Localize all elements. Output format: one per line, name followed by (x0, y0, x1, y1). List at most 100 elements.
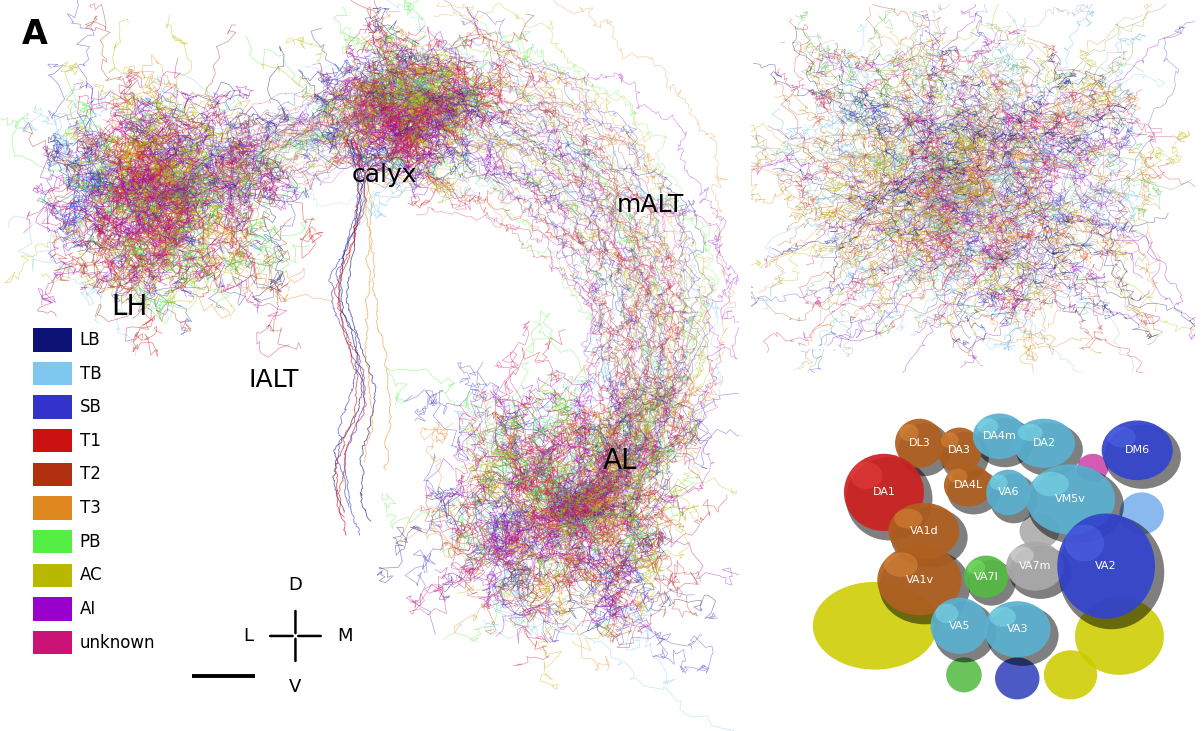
Ellipse shape (1075, 598, 1164, 675)
Text: LB: LB (79, 331, 101, 349)
Ellipse shape (936, 604, 958, 624)
Ellipse shape (937, 428, 981, 473)
Text: V: V (289, 678, 301, 696)
Ellipse shape (1058, 515, 1164, 629)
Ellipse shape (1012, 419, 1075, 468)
Ellipse shape (990, 607, 1016, 626)
Text: T3: T3 (79, 499, 101, 517)
Ellipse shape (898, 423, 951, 476)
Text: AL: AL (603, 447, 638, 474)
Ellipse shape (948, 469, 967, 483)
Ellipse shape (895, 419, 944, 468)
Ellipse shape (986, 469, 1030, 515)
Ellipse shape (1026, 464, 1115, 534)
Ellipse shape (850, 462, 883, 489)
Text: SB: SB (79, 398, 102, 416)
FancyBboxPatch shape (34, 564, 72, 587)
Text: A: A (22, 18, 48, 51)
Ellipse shape (900, 424, 919, 441)
FancyBboxPatch shape (34, 463, 72, 486)
Text: DA4L: DA4L (954, 480, 982, 491)
Text: T1: T1 (79, 432, 101, 450)
Text: calyx: calyx (352, 164, 417, 187)
Text: B: B (769, 22, 794, 55)
Ellipse shape (844, 454, 924, 531)
Text: D: D (288, 576, 303, 594)
Text: VA7m: VA7m (1018, 561, 1051, 571)
Ellipse shape (1077, 454, 1109, 482)
Ellipse shape (948, 469, 1000, 515)
Ellipse shape (976, 418, 1034, 467)
Ellipse shape (891, 507, 968, 568)
Ellipse shape (940, 432, 958, 448)
Text: DA4m: DA4m (982, 431, 1016, 442)
Text: LH: LH (110, 293, 148, 321)
Ellipse shape (1011, 547, 1034, 564)
Ellipse shape (894, 509, 922, 529)
Ellipse shape (986, 605, 1058, 666)
Ellipse shape (877, 545, 962, 616)
Text: DA3: DA3 (948, 445, 970, 455)
Ellipse shape (984, 601, 1051, 657)
Text: VA7l: VA7l (974, 572, 998, 582)
Ellipse shape (1065, 525, 1104, 561)
Ellipse shape (846, 457, 932, 540)
Ellipse shape (1104, 425, 1181, 489)
Text: VA1v: VA1v (906, 575, 933, 585)
Ellipse shape (973, 414, 1026, 459)
Text: T2: T2 (79, 466, 101, 483)
Ellipse shape (994, 657, 1039, 700)
Ellipse shape (990, 474, 1038, 523)
Ellipse shape (884, 553, 918, 577)
Text: VA6: VA6 (998, 488, 1020, 497)
Ellipse shape (1044, 651, 1098, 700)
Ellipse shape (1020, 513, 1059, 548)
Ellipse shape (964, 556, 1009, 598)
Text: AC: AC (79, 567, 102, 584)
Ellipse shape (978, 418, 998, 434)
Text: DA1: DA1 (872, 488, 896, 497)
Ellipse shape (1107, 427, 1136, 447)
Text: mALT: mALT (616, 193, 683, 216)
Ellipse shape (1016, 423, 1083, 476)
FancyBboxPatch shape (34, 597, 72, 621)
Text: VM5v: VM5v (1056, 494, 1086, 504)
Text: VA3: VA3 (1006, 624, 1028, 635)
Text: unknown: unknown (79, 634, 155, 651)
Text: VA1d: VA1d (909, 526, 938, 536)
Text: DL3: DL3 (909, 439, 931, 448)
Ellipse shape (1057, 513, 1155, 618)
Text: M: M (337, 627, 353, 645)
FancyBboxPatch shape (34, 429, 72, 452)
Text: VA2: VA2 (1095, 561, 1117, 571)
FancyBboxPatch shape (34, 362, 72, 385)
Text: VA5: VA5 (949, 621, 970, 631)
Text: DM6: DM6 (1124, 445, 1149, 455)
Ellipse shape (944, 464, 993, 507)
Ellipse shape (968, 560, 1016, 606)
FancyBboxPatch shape (34, 328, 72, 352)
Ellipse shape (1028, 468, 1124, 544)
Ellipse shape (1119, 493, 1164, 534)
Text: IALT: IALT (249, 368, 299, 392)
Ellipse shape (946, 657, 981, 692)
Ellipse shape (931, 598, 988, 654)
Ellipse shape (1009, 546, 1071, 599)
FancyBboxPatch shape (34, 496, 72, 520)
Ellipse shape (990, 474, 1008, 491)
Ellipse shape (889, 503, 960, 559)
FancyBboxPatch shape (34, 631, 72, 654)
Ellipse shape (1101, 420, 1172, 480)
Ellipse shape (1033, 471, 1069, 496)
Text: AI: AI (79, 600, 96, 618)
Ellipse shape (1017, 424, 1042, 441)
FancyBboxPatch shape (34, 530, 72, 553)
Text: TB: TB (79, 365, 101, 382)
Ellipse shape (968, 560, 985, 575)
Ellipse shape (879, 548, 970, 624)
Text: DA2: DA2 (1033, 439, 1056, 448)
Ellipse shape (1006, 542, 1064, 591)
Ellipse shape (940, 432, 988, 481)
Text: L: L (244, 627, 253, 645)
Ellipse shape (813, 582, 937, 670)
